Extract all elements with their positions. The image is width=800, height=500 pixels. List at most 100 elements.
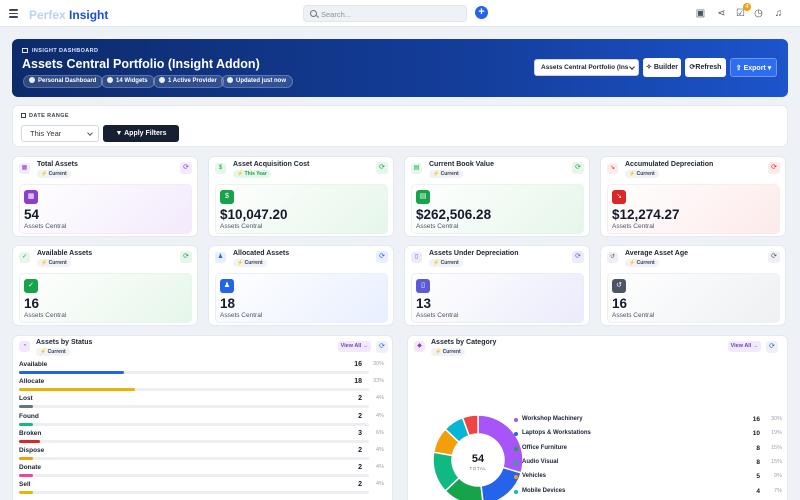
apply-filters-button[interactable]: ▼ Apply Filters (103, 125, 179, 142)
app-logo[interactable]: Perfex Insight (29, 8, 109, 22)
kpi-refresh-button[interactable]: ⟳ (376, 162, 388, 174)
kpi-period-badge: ⚡ Current (625, 170, 659, 178)
share-screen-icon[interactable]: ▣ (695, 8, 706, 19)
share-icon[interactable]: ⋖ (717, 8, 726, 19)
kpi-card: ↺ Average Asset Age ⚡ Current ⟳ ↺ 16 Assets Ce… (600, 245, 786, 326)
kpi-card: ♟ Allocated Assets ⚡ Current ⟳ ♟ 18 Assets Cen… (208, 245, 394, 326)
donut-slice[interactable] (461, 414, 479, 437)
kpi-refresh-button[interactable]: ⟳ (180, 162, 192, 174)
builder-button[interactable]: ✧ Builder (643, 58, 681, 77)
filter-panel: DATE RANGE This Year ▼ Apply Filters (12, 105, 788, 147)
legend-count: 4 (756, 487, 760, 495)
date-range-select[interactable]: This Year (21, 125, 99, 142)
legend-row[interactable]: Office Furniture 8 15% (514, 445, 782, 457)
status-bar-fill (19, 388, 135, 392)
legend-swatch (514, 460, 518, 465)
view-all-button[interactable]: View All → (338, 341, 371, 352)
legend-row[interactable]: Mobile Devices 4 7% (514, 488, 782, 500)
kpi-refresh-button[interactable]: ⟳ (180, 251, 192, 263)
status-name: Dispose (19, 447, 45, 454)
status-count: 2 (358, 464, 362, 472)
panel-title: Assets by Status (36, 339, 93, 346)
bell-icon[interactable]: ♫ (774, 8, 783, 19)
status-row: Available 16 30% (19, 361, 384, 378)
kpi-refresh-button[interactable]: ⟳ (768, 251, 780, 263)
status-name: Broken (19, 429, 42, 437)
donut-total-value: 54 (471, 453, 485, 465)
tasks-icon[interactable]: ☑ (736, 8, 745, 19)
assets-by-status-panel: ◔ Assets by Status ⚡ Current View All → … (12, 335, 393, 500)
filter-icon: ▼ (115, 130, 123, 137)
export-button[interactable]: ⇪ Export ▾ (730, 58, 777, 77)
plug-icon (159, 77, 165, 83)
status-count: 16 (354, 361, 362, 368)
legend-row[interactable]: Audio Visual 8 15% (514, 459, 782, 471)
pill-personal-dashboard: Personal Dashboard (23, 75, 104, 88)
widgets-icon (107, 77, 113, 83)
clock-icon[interactable]: ◷ (754, 8, 763, 19)
legend-percent: 7% (774, 487, 782, 494)
kpi-card: ▦ Total Assets ⚡ Current ⟳ ▦ 54 Assets Central (12, 156, 198, 237)
dashboard-select[interactable]: Assets Central Portfolio (Ins (534, 59, 639, 76)
trend-down-icon: ↘ (612, 190, 626, 204)
legend-row[interactable]: Laptops & Workstations 10 19% (514, 430, 782, 442)
trend-down-icon: ↘ (607, 163, 618, 174)
status-bar-fill (19, 422, 33, 426)
legend-row[interactable]: Workshop Machinery 16 30% (514, 416, 782, 428)
legend-swatch (514, 475, 518, 480)
chevron-down-icon (87, 130, 93, 136)
quick-create-button[interactable]: + (475, 6, 488, 19)
panel-refresh-button[interactable]: ⟳ (376, 341, 388, 353)
legend-count: 5 (756, 473, 760, 481)
kpi-period-badge: ⚡ Current (37, 259, 71, 267)
kpi-value-panel: ♟ 18 Assets Central (215, 273, 388, 323)
kpi-refresh-button[interactable]: ⟳ (572, 251, 584, 263)
kpi-refresh-button[interactable]: ⟳ (768, 162, 780, 174)
kpi-value: $10,047.20 (220, 207, 288, 222)
page-title: Assets Central Portfolio (Insight Addon) (22, 57, 260, 71)
people-icon: ♟ (220, 279, 234, 293)
dashboard-header: INSIGHT DASHBOARD Assets Central Portfol… (12, 39, 788, 97)
status-bar-track (19, 405, 369, 409)
kpi-title: Assets Under Depreciation (429, 250, 519, 257)
panel-refresh-button[interactable]: ⟳ (766, 341, 778, 353)
legend-percent: 19% (770, 430, 782, 437)
check-circle-icon: ✓ (19, 252, 30, 263)
refresh-button[interactable]: ⟳Refresh (685, 58, 726, 77)
donut-slice[interactable] (480, 466, 523, 500)
status-bar-track (19, 491, 369, 495)
status-row: Lost 2 4% (19, 395, 384, 412)
kpi-refresh-button[interactable]: ⟳ (572, 162, 584, 174)
kpi-title: Current Book Value (429, 161, 494, 168)
kpi-value-panel: ▤ $262,506.28 Assets Central (411, 184, 584, 234)
search-box[interactable] (303, 5, 467, 22)
status-row: Donate 2 4% (19, 464, 384, 481)
menu-icon[interactable] (9, 9, 18, 18)
status-name: Found (19, 412, 39, 420)
status-count: 18 (354, 378, 362, 386)
status-count: 2 (358, 412, 362, 420)
kpi-source: Assets Central (416, 312, 459, 319)
kpi-value-panel: ▦ 54 Assets Central (19, 184, 192, 234)
view-all-button[interactable]: View All → (728, 341, 761, 352)
pill-widgets: 14 Widgets (101, 75, 155, 88)
kpi-source: Assets Central (416, 223, 459, 230)
legend-name: Office Furniture (522, 444, 568, 451)
kpi-title: Available Assets (37, 250, 93, 257)
status-bar-track (19, 457, 369, 460)
status-percent: 4% (376, 464, 384, 471)
kpi-card: ↘ Accumulated Depreciation ⚡ Current ⟳ ↘ $12,… (600, 156, 786, 237)
kpi-value: 18 (220, 296, 236, 311)
panel-title: Assets by Category (431, 339, 497, 346)
kpi-refresh-button[interactable]: ⟳ (376, 251, 388, 263)
legend-row[interactable]: Vehicles 5 9% (514, 473, 782, 485)
kpi-value: 54 (24, 207, 40, 222)
kpi-value-panel: ▯ 13 Assets Central (411, 273, 584, 323)
status-bar-fill (19, 371, 124, 374)
legend-count: 8 (756, 444, 760, 452)
search-input[interactable] (321, 8, 461, 20)
header-kicker: INSIGHT DASHBOARD (22, 48, 98, 54)
kpi-period-badge: ⚡ Current (625, 259, 659, 267)
legend-count: 10 (752, 430, 760, 438)
refresh-icon: ⟳ (689, 64, 696, 71)
